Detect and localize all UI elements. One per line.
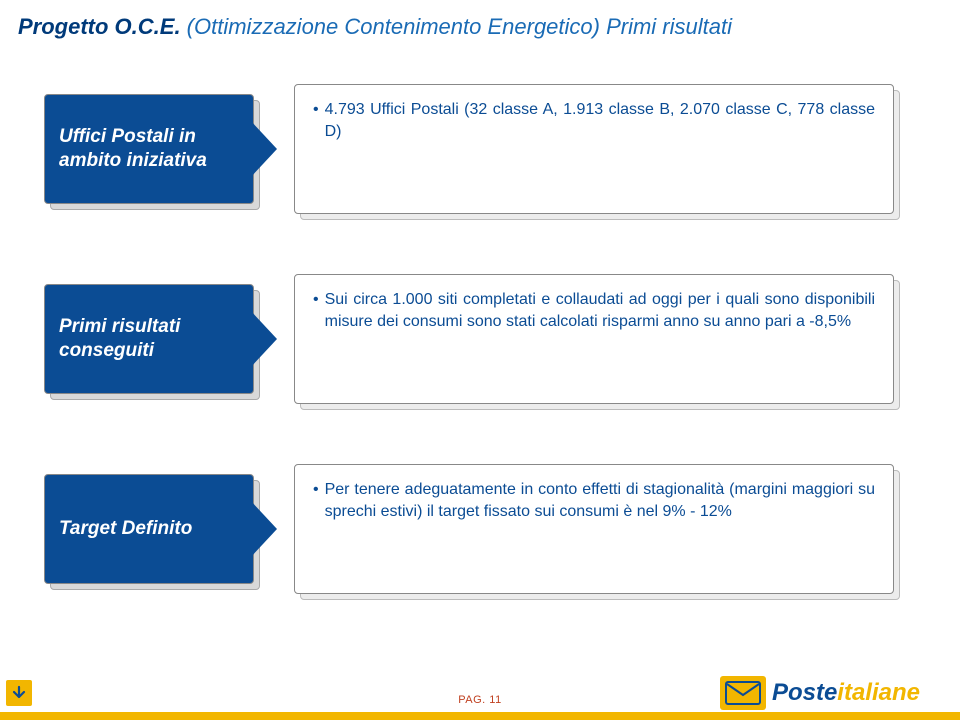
envelope-icon <box>720 676 766 710</box>
bullet-dot: • <box>313 99 319 142</box>
chevron-icon <box>249 499 277 559</box>
chevron-icon <box>249 309 277 369</box>
content-text: Sui circa 1.000 siti completati e collau… <box>325 289 875 332</box>
bullet-item: • 4.793 Uffici Postali (32 classe A, 1.9… <box>313 99 875 142</box>
bullet-item: • Sui circa 1.000 siti completati e coll… <box>313 289 875 332</box>
title-suffix: (Ottimizzazione Contenimento Energetico)… <box>181 14 732 39</box>
label-front: Primi risultati conseguiti <box>44 284 254 394</box>
card-row: Target Definito • Per tenere adeguatamen… <box>0 470 960 600</box>
logo-poste: Poste <box>772 679 837 706</box>
content-box: • Sui circa 1.000 siti completati e coll… <box>300 280 900 410</box>
logo-text: Posteitaliane <box>772 679 920 707</box>
slide-title: Progetto O.C.E. (Ottimizzazione Contenim… <box>18 14 942 40</box>
card-row: Uffici Postali in ambito iniziativa • 4.… <box>0 90 960 220</box>
corner-arrow-icon <box>6 680 32 706</box>
label-text: Primi risultati conseguiti <box>59 315 225 363</box>
page-number: PAG. 11 <box>458 694 501 706</box>
content-box: • Per tenere adeguatamente in conto effe… <box>300 470 900 600</box>
bullet-item: • Per tenere adeguatamente in conto effe… <box>313 479 875 522</box>
footer: PAG. 11 Posteitaliane <box>0 676 960 720</box>
posteitaliane-logo: Posteitaliane <box>720 676 920 710</box>
label-box: Target Definito <box>50 480 260 590</box>
content-front: • Per tenere adeguatamente in conto effe… <box>294 464 894 594</box>
logo-italiane: italiane <box>837 679 920 706</box>
card-row: Primi risultati conseguiti • Sui circa 1… <box>0 280 960 410</box>
chevron-icon <box>249 119 277 179</box>
footer-bar <box>0 712 960 720</box>
label-text: Target Definito <box>59 517 225 541</box>
label-front: Uffici Postali in ambito iniziativa <box>44 94 254 204</box>
content-text: 4.793 Uffici Postali (32 classe A, 1.913… <box>325 99 875 142</box>
bullet-dot: • <box>313 289 319 332</box>
label-front: Target Definito <box>44 474 254 584</box>
content-box: • 4.793 Uffici Postali (32 classe A, 1.9… <box>300 90 900 220</box>
content-front: • 4.793 Uffici Postali (32 classe A, 1.9… <box>294 84 894 214</box>
label-box: Primi risultati conseguiti <box>50 290 260 400</box>
bullet-dot: • <box>313 479 319 522</box>
label-box: Uffici Postali in ambito iniziativa <box>50 100 260 210</box>
content-text: Per tenere adeguatamente in conto effett… <box>325 479 875 522</box>
title-prefix: Progetto O.C.E. <box>18 14 181 39</box>
content-front: • Sui circa 1.000 siti completati e coll… <box>294 274 894 404</box>
label-text: Uffici Postali in ambito iniziativa <box>59 125 225 173</box>
